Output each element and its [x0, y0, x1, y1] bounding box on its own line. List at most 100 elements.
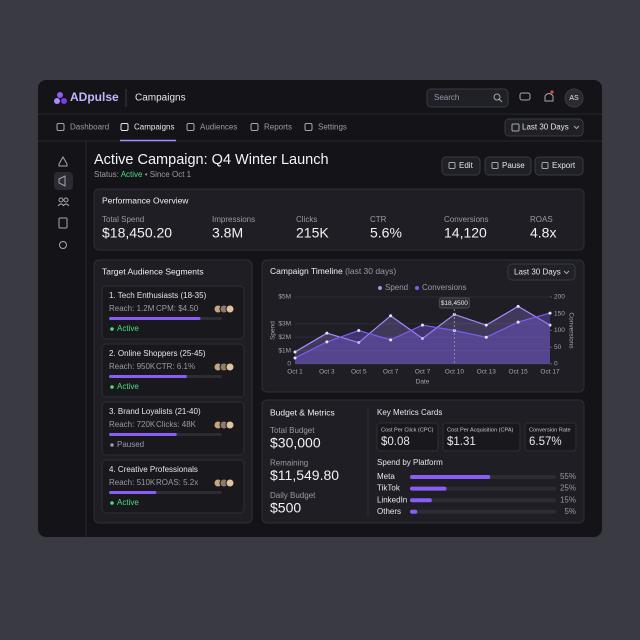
segment-status: Paused: [117, 440, 144, 449]
budget-value: $11,549.80: [270, 467, 339, 483]
segment-status: Active: [117, 382, 139, 391]
segment-stat: Reach: 720K: [109, 420, 156, 429]
x-tick-label: Oct 7: [415, 369, 431, 376]
nav-tab[interactable]: Dashboard: [70, 123, 109, 132]
metric-card-label: Cost Per Click (CPC): [381, 427, 434, 433]
y2-tick-label: 0: [554, 361, 558, 368]
avatar: [225, 362, 235, 372]
y-tick-label: $1M: [278, 347, 291, 354]
metric-card-label: Conversion Rate: [529, 427, 571, 433]
x-tick-label: Oct 13: [477, 369, 497, 376]
x-tick-label: Oct 1: [287, 369, 303, 376]
timeline-range[interactable]: [507, 263, 576, 281]
search-box[interactable]: [426, 88, 509, 108]
series-point: [293, 356, 297, 360]
action-label: Export: [552, 161, 576, 170]
app-window: ADpulse Campaigns Search AS Last 30 Days…: [38, 80, 602, 537]
metric-card-value: $0.08: [381, 436, 410, 448]
metric-card: [442, 422, 521, 452]
segment-card[interactable]: [101, 343, 245, 398]
progress-bar: [109, 433, 177, 436]
metric-card: [376, 422, 439, 452]
segment-card[interactable]: [101, 285, 245, 340]
tab-icon: [250, 123, 259, 131]
audience-icon[interactable]: [57, 197, 70, 207]
avatar[interactable]: [564, 88, 584, 108]
action-label: Pause: [502, 161, 525, 170]
series-point: [389, 314, 393, 318]
segment-card[interactable]: [101, 459, 245, 514]
chevron: [573, 125, 580, 130]
metric-label: ROAS: [530, 215, 553, 224]
action-icon: [541, 162, 549, 169]
series-point: [421, 337, 424, 341]
budget-value: $500: [270, 500, 301, 516]
timeline-range-label: Last 30 Days: [514, 268, 561, 277]
progress-bar: [109, 375, 187, 378]
nav-tab[interactable]: Audiences: [200, 123, 237, 132]
y2-tick-label: 150: [554, 310, 565, 317]
action-button[interactable]: [441, 156, 481, 176]
action-button[interactable]: [534, 156, 584, 176]
tab-icon: [120, 123, 129, 131]
home-icon[interactable]: [58, 155, 68, 167]
platform-track: [410, 498, 556, 503]
status-dot: [110, 443, 114, 447]
x-tick-label: Oct 7: [383, 369, 399, 376]
avatar: [225, 420, 235, 430]
segments-title: Target Audience Segments: [102, 266, 204, 276]
budget-label: Remaining: [270, 459, 308, 468]
tab-icon: [304, 123, 313, 131]
segment-status: Active: [117, 498, 139, 507]
nav-tab[interactable]: Reports: [264, 123, 292, 132]
series-point: [357, 341, 361, 345]
platform-bar: [410, 498, 432, 503]
platform-track: [410, 486, 556, 491]
budget-label: Total Budget: [270, 426, 315, 435]
platform-bar: [410, 486, 447, 491]
series-point: [325, 331, 329, 335]
metric-value: $18,450.20: [102, 225, 172, 241]
overview-title: Performance Overview: [102, 195, 189, 205]
legend-swatch: [378, 286, 382, 290]
platform-track: [410, 509, 556, 514]
metric-label: CTR: [370, 215, 387, 224]
action-button[interactable]: [484, 156, 532, 176]
range-dropdown[interactable]: [504, 118, 584, 137]
x-tick-label: Oct 15: [509, 369, 529, 376]
series-area: [295, 313, 550, 364]
overview-card: [93, 188, 585, 251]
platform-value: 25%: [560, 484, 576, 493]
platform-bar: [410, 509, 418, 514]
nav-tab[interactable]: Settings: [318, 123, 347, 132]
metric-value: 3.8M: [212, 225, 243, 241]
segment-card[interactable]: [101, 401, 245, 456]
metric-value: 4.8x: [530, 225, 556, 241]
x-axis-label: Date: [416, 379, 430, 386]
legend-label: Conversions: [422, 283, 466, 292]
action-icon: [448, 162, 456, 169]
bell-icon[interactable]: [544, 90, 554, 102]
y2-tick-label: 100: [554, 327, 565, 334]
report-icon[interactable]: [58, 217, 68, 229]
timeline-title-main: Campaign Timeline: [270, 266, 343, 276]
action-label: Edit: [459, 161, 474, 170]
nav-tab[interactable]: Campaigns: [134, 123, 174, 132]
platform-name: Others: [377, 507, 401, 516]
campaign-icon[interactable]: [58, 175, 66, 187]
chat-icon[interactable]: [519, 92, 531, 101]
avatar: [225, 478, 235, 488]
y-axis-label: Spend: [270, 321, 277, 340]
series-point: [516, 320, 520, 324]
calendar-icon: [511, 123, 520, 132]
y-tick-label: $5M: [278, 294, 291, 301]
logo-icon: [54, 92, 67, 104]
platform-name: TikTok: [377, 484, 401, 493]
series-point: [516, 304, 520, 308]
timeline-title: Campaign Timeline (last 30 days): [270, 266, 396, 276]
settings-icon[interactable]: [59, 241, 67, 249]
x-tick-label: Oct 17: [540, 369, 560, 376]
metric-card-value: $1.31: [447, 436, 476, 448]
